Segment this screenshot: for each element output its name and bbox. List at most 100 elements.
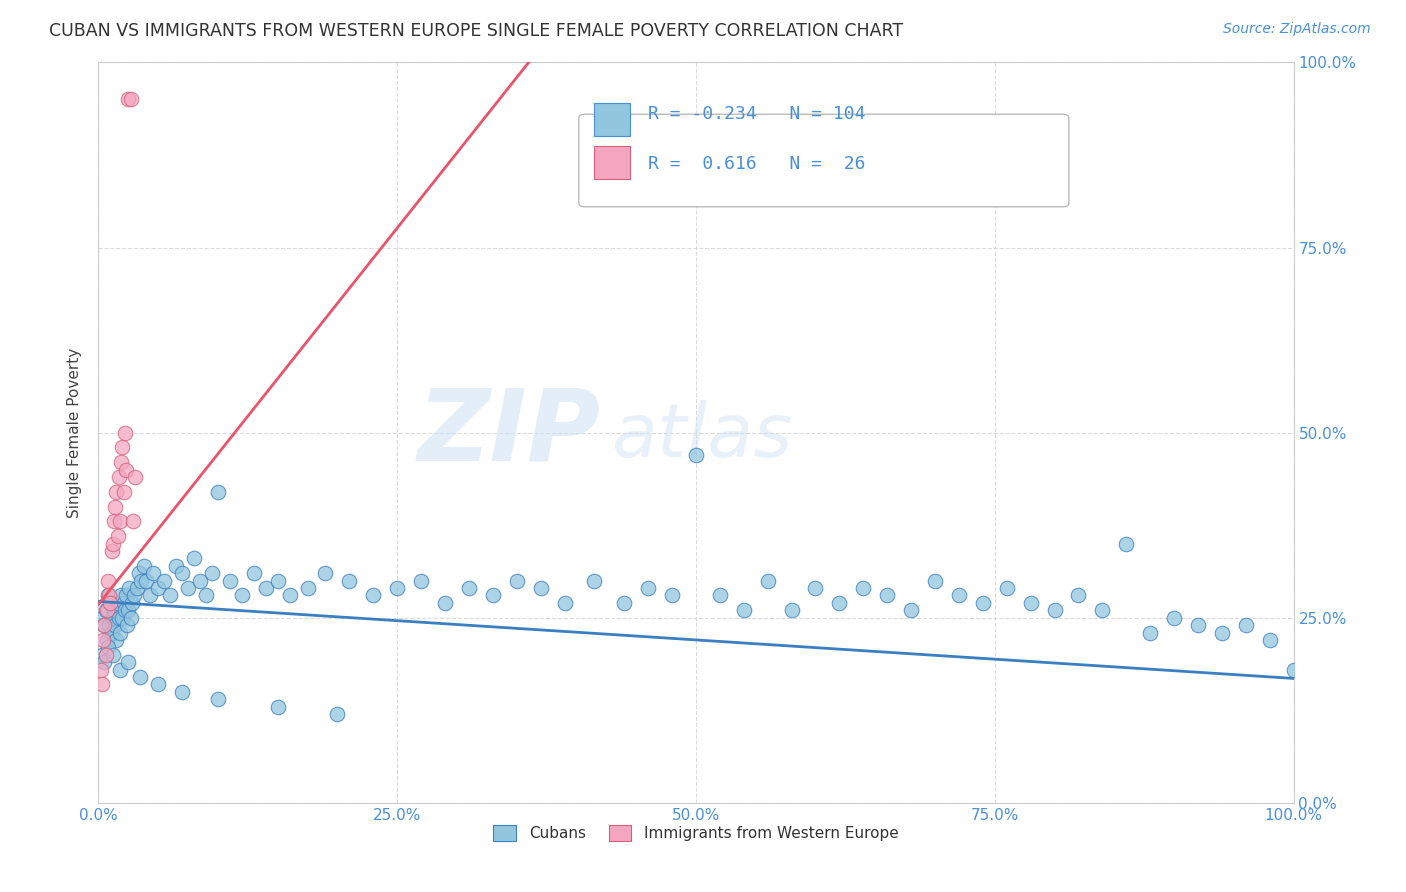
Point bbox=[159, 589, 181, 603]
Point bbox=[177, 581, 200, 595]
Point bbox=[852, 581, 875, 595]
Point bbox=[97, 589, 120, 603]
Point bbox=[98, 618, 121, 632]
Legend: Cubans, Immigrants from Western Europe: Cubans, Immigrants from Western Europe bbox=[488, 819, 904, 847]
Point bbox=[122, 515, 145, 529]
Point bbox=[103, 515, 125, 529]
Y-axis label: Single Female Poverty: Single Female Poverty bbox=[67, 348, 83, 517]
Point bbox=[411, 574, 433, 588]
Point bbox=[90, 663, 112, 677]
Point bbox=[804, 581, 827, 595]
Point bbox=[195, 589, 218, 603]
Point bbox=[114, 603, 136, 617]
Point bbox=[94, 648, 117, 662]
Point bbox=[91, 648, 114, 662]
Point bbox=[267, 574, 290, 588]
Point bbox=[924, 574, 946, 588]
Point bbox=[243, 566, 266, 581]
Point bbox=[93, 655, 115, 669]
Point bbox=[207, 484, 229, 499]
Point bbox=[201, 566, 224, 581]
Point bbox=[506, 574, 529, 588]
Point bbox=[1043, 603, 1066, 617]
Point bbox=[112, 596, 135, 610]
Point bbox=[118, 581, 141, 595]
Point bbox=[207, 692, 229, 706]
Point bbox=[107, 470, 129, 484]
Point bbox=[121, 596, 143, 610]
Point bbox=[111, 441, 134, 455]
Point bbox=[685, 448, 707, 462]
Point bbox=[828, 596, 851, 610]
Point bbox=[1067, 589, 1090, 603]
Point bbox=[1211, 625, 1233, 640]
Point bbox=[183, 551, 205, 566]
Point bbox=[124, 470, 146, 484]
Point bbox=[554, 596, 576, 610]
Point bbox=[385, 581, 409, 595]
Point bbox=[948, 589, 970, 603]
Point bbox=[780, 603, 803, 617]
Point bbox=[108, 663, 131, 677]
Text: CUBAN VS IMMIGRANTS FROM WESTERN EUROPE SINGLE FEMALE POVERTY CORRELATION CHART: CUBAN VS IMMIGRANTS FROM WESTERN EUROPE … bbox=[49, 22, 903, 40]
Point bbox=[108, 515, 131, 529]
Point bbox=[98, 596, 122, 610]
Point bbox=[129, 670, 152, 684]
Point bbox=[139, 589, 162, 603]
Point bbox=[107, 596, 129, 610]
Point bbox=[91, 610, 114, 624]
Point bbox=[131, 574, 153, 588]
Point bbox=[117, 603, 139, 617]
Text: atlas: atlas bbox=[613, 401, 794, 473]
Point bbox=[96, 632, 118, 647]
Point bbox=[142, 566, 165, 581]
Point bbox=[583, 574, 606, 588]
Point bbox=[1115, 536, 1137, 550]
Point bbox=[105, 632, 128, 647]
Point bbox=[105, 484, 128, 499]
Point bbox=[1139, 625, 1161, 640]
Point bbox=[120, 92, 142, 106]
Point bbox=[94, 603, 117, 617]
Point bbox=[125, 581, 148, 595]
Point bbox=[115, 618, 138, 632]
Point bbox=[733, 603, 755, 617]
Point bbox=[104, 500, 127, 514]
Point bbox=[326, 706, 349, 721]
FancyBboxPatch shape bbox=[579, 114, 1069, 207]
Point bbox=[115, 589, 138, 603]
Point bbox=[637, 581, 659, 595]
Point bbox=[900, 603, 922, 617]
Point bbox=[124, 589, 146, 603]
Point bbox=[97, 574, 120, 588]
Point bbox=[93, 618, 115, 632]
Point bbox=[148, 677, 170, 691]
Point bbox=[101, 648, 124, 662]
Point bbox=[972, 596, 994, 610]
Point bbox=[434, 596, 457, 610]
Point bbox=[530, 581, 553, 595]
Point bbox=[709, 589, 731, 603]
Point bbox=[111, 610, 134, 624]
Point bbox=[97, 640, 120, 655]
Text: ZIP: ZIP bbox=[418, 384, 600, 481]
Point bbox=[96, 603, 118, 617]
Point bbox=[101, 610, 124, 624]
Point bbox=[108, 625, 131, 640]
Text: R = -0.234   N = 104: R = -0.234 N = 104 bbox=[648, 105, 866, 123]
Point bbox=[1234, 618, 1257, 632]
Point bbox=[339, 574, 361, 588]
Text: Source: ZipAtlas.com: Source: ZipAtlas.com bbox=[1223, 22, 1371, 37]
Point bbox=[756, 574, 779, 588]
Point bbox=[267, 699, 290, 714]
Point bbox=[148, 581, 170, 595]
Point bbox=[297, 581, 319, 595]
Point bbox=[458, 581, 481, 595]
Point bbox=[120, 610, 142, 624]
Point bbox=[110, 589, 132, 603]
Point bbox=[91, 632, 114, 647]
Point bbox=[1091, 603, 1114, 617]
Point bbox=[172, 566, 194, 581]
Point bbox=[117, 655, 139, 669]
Point bbox=[254, 581, 277, 595]
